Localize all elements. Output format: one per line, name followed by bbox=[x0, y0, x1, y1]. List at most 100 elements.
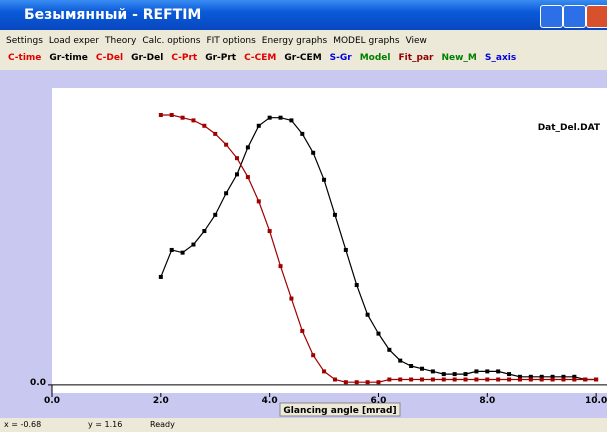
data-point bbox=[398, 358, 403, 363]
data-point bbox=[583, 377, 588, 382]
x-tick-label: 0.0 bbox=[44, 396, 60, 406]
data-point bbox=[365, 380, 370, 385]
data-point bbox=[420, 366, 424, 371]
data-point bbox=[300, 131, 305, 136]
data-point bbox=[594, 377, 599, 382]
toolbar-button[interactable]: Fit_par bbox=[398, 53, 434, 63]
data-point bbox=[322, 369, 327, 374]
data-point bbox=[180, 115, 185, 120]
data-point bbox=[517, 374, 522, 379]
menu-item[interactable]: MODEL graphs bbox=[333, 36, 400, 46]
data-point bbox=[300, 328, 305, 333]
data-point bbox=[561, 374, 566, 379]
data-point bbox=[267, 115, 272, 120]
data-point bbox=[572, 374, 577, 379]
toolbar-button[interactable]: C-CEM bbox=[244, 53, 277, 63]
data-point bbox=[289, 296, 294, 301]
menu-item[interactable]: Settings bbox=[6, 36, 43, 46]
data-point bbox=[430, 369, 435, 374]
menu-item[interactable]: Energy graphs bbox=[261, 36, 328, 46]
maximize-button[interactable] bbox=[563, 5, 586, 28]
data-point bbox=[561, 377, 566, 382]
data-point bbox=[420, 377, 424, 382]
close-button[interactable] bbox=[586, 5, 607, 28]
data-point bbox=[224, 142, 229, 147]
data-point bbox=[485, 369, 490, 374]
data-point bbox=[496, 369, 501, 374]
menu-item[interactable]: FIT options bbox=[206, 36, 256, 46]
toolbar-button[interactable]: Gr-CEM bbox=[284, 53, 322, 63]
data-point bbox=[376, 380, 381, 385]
toolbar-button[interactable]: Model bbox=[359, 53, 391, 63]
data-point bbox=[180, 250, 185, 255]
data-point bbox=[311, 150, 316, 155]
title-bar: Безымянный - REFTIM bbox=[0, 0, 607, 30]
data-point bbox=[474, 369, 479, 374]
data-point bbox=[354, 283, 359, 288]
data-point bbox=[398, 377, 403, 382]
data-point bbox=[463, 377, 468, 382]
data-point bbox=[528, 377, 533, 382]
menu-item[interactable]: View bbox=[405, 36, 427, 46]
toolbar-button[interactable]: Gr-time bbox=[49, 53, 88, 63]
data-point bbox=[441, 377, 446, 382]
data-point bbox=[496, 377, 501, 382]
data-point bbox=[278, 264, 283, 269]
x-tick-label: 10.0 bbox=[585, 396, 607, 406]
data-point bbox=[332, 377, 337, 382]
data-point bbox=[387, 377, 392, 382]
x-tick-label: 2.0 bbox=[153, 396, 169, 406]
data-point bbox=[202, 229, 207, 234]
menu-item[interactable]: Theory bbox=[105, 36, 137, 46]
data-point bbox=[202, 123, 207, 128]
data-point bbox=[245, 175, 250, 180]
status-x: x = -0.68 bbox=[4, 420, 42, 429]
toolbar-button[interactable]: S-Gr bbox=[329, 53, 352, 63]
data-point bbox=[409, 377, 414, 382]
data-point bbox=[169, 112, 174, 117]
data-point bbox=[289, 118, 294, 123]
toolbar-button[interactable]: C-Prt bbox=[171, 53, 198, 63]
legend-label: Dat_Del.DAT bbox=[538, 123, 601, 133]
toolbar: C-time Gr-time C-Del Gr-Del C-Prt Gr-Prt C-CEM… bbox=[0, 53, 516, 69]
chart: Dat_Del.DAT Glancing angle [mrad] 0.0 2.0… bbox=[0, 70, 607, 418]
x-tick-label: 8.0 bbox=[479, 396, 495, 406]
data-point bbox=[430, 377, 435, 382]
data-point bbox=[539, 374, 544, 379]
toolbar-button[interactable]: Gr-Del bbox=[131, 53, 164, 63]
data-point bbox=[245, 145, 250, 150]
toolbar-button[interactable]: Gr-Prt bbox=[205, 53, 237, 63]
data-point bbox=[474, 377, 479, 382]
menu-item[interactable]: Load exper bbox=[48, 36, 100, 46]
data-point bbox=[158, 274, 163, 279]
data-point bbox=[158, 112, 163, 117]
data-point bbox=[376, 331, 381, 336]
data-point bbox=[452, 372, 457, 377]
data-point bbox=[169, 247, 174, 252]
data-point bbox=[256, 123, 261, 128]
data-point bbox=[539, 377, 544, 382]
data-point bbox=[311, 353, 316, 358]
data-point bbox=[235, 156, 239, 161]
window-title: Безымянный - REFTIM bbox=[24, 7, 202, 23]
data-point bbox=[332, 212, 337, 217]
toolbar-button[interactable]: New_M bbox=[441, 53, 477, 63]
data-point bbox=[256, 199, 261, 204]
data-point bbox=[528, 374, 533, 379]
data-point bbox=[550, 377, 555, 382]
data-point bbox=[365, 312, 370, 317]
toolbar-button[interactable]: S_axis bbox=[484, 53, 517, 63]
x-tick-label: 6.0 bbox=[370, 396, 386, 406]
data-point bbox=[343, 247, 348, 252]
data-point bbox=[507, 372, 512, 377]
data-point bbox=[267, 229, 272, 234]
toolbar-button[interactable]: C-Del bbox=[95, 53, 124, 63]
status-y: y = 1.16 bbox=[88, 420, 123, 429]
data-point bbox=[387, 347, 392, 352]
data-point bbox=[550, 374, 555, 379]
minimize-button[interactable] bbox=[540, 5, 563, 28]
data-point bbox=[322, 177, 327, 182]
y-tick-label: 0.0 bbox=[30, 378, 46, 388]
toolbar-button[interactable]: C-time bbox=[8, 53, 42, 63]
menu-item[interactable]: Calc. options bbox=[142, 36, 201, 46]
